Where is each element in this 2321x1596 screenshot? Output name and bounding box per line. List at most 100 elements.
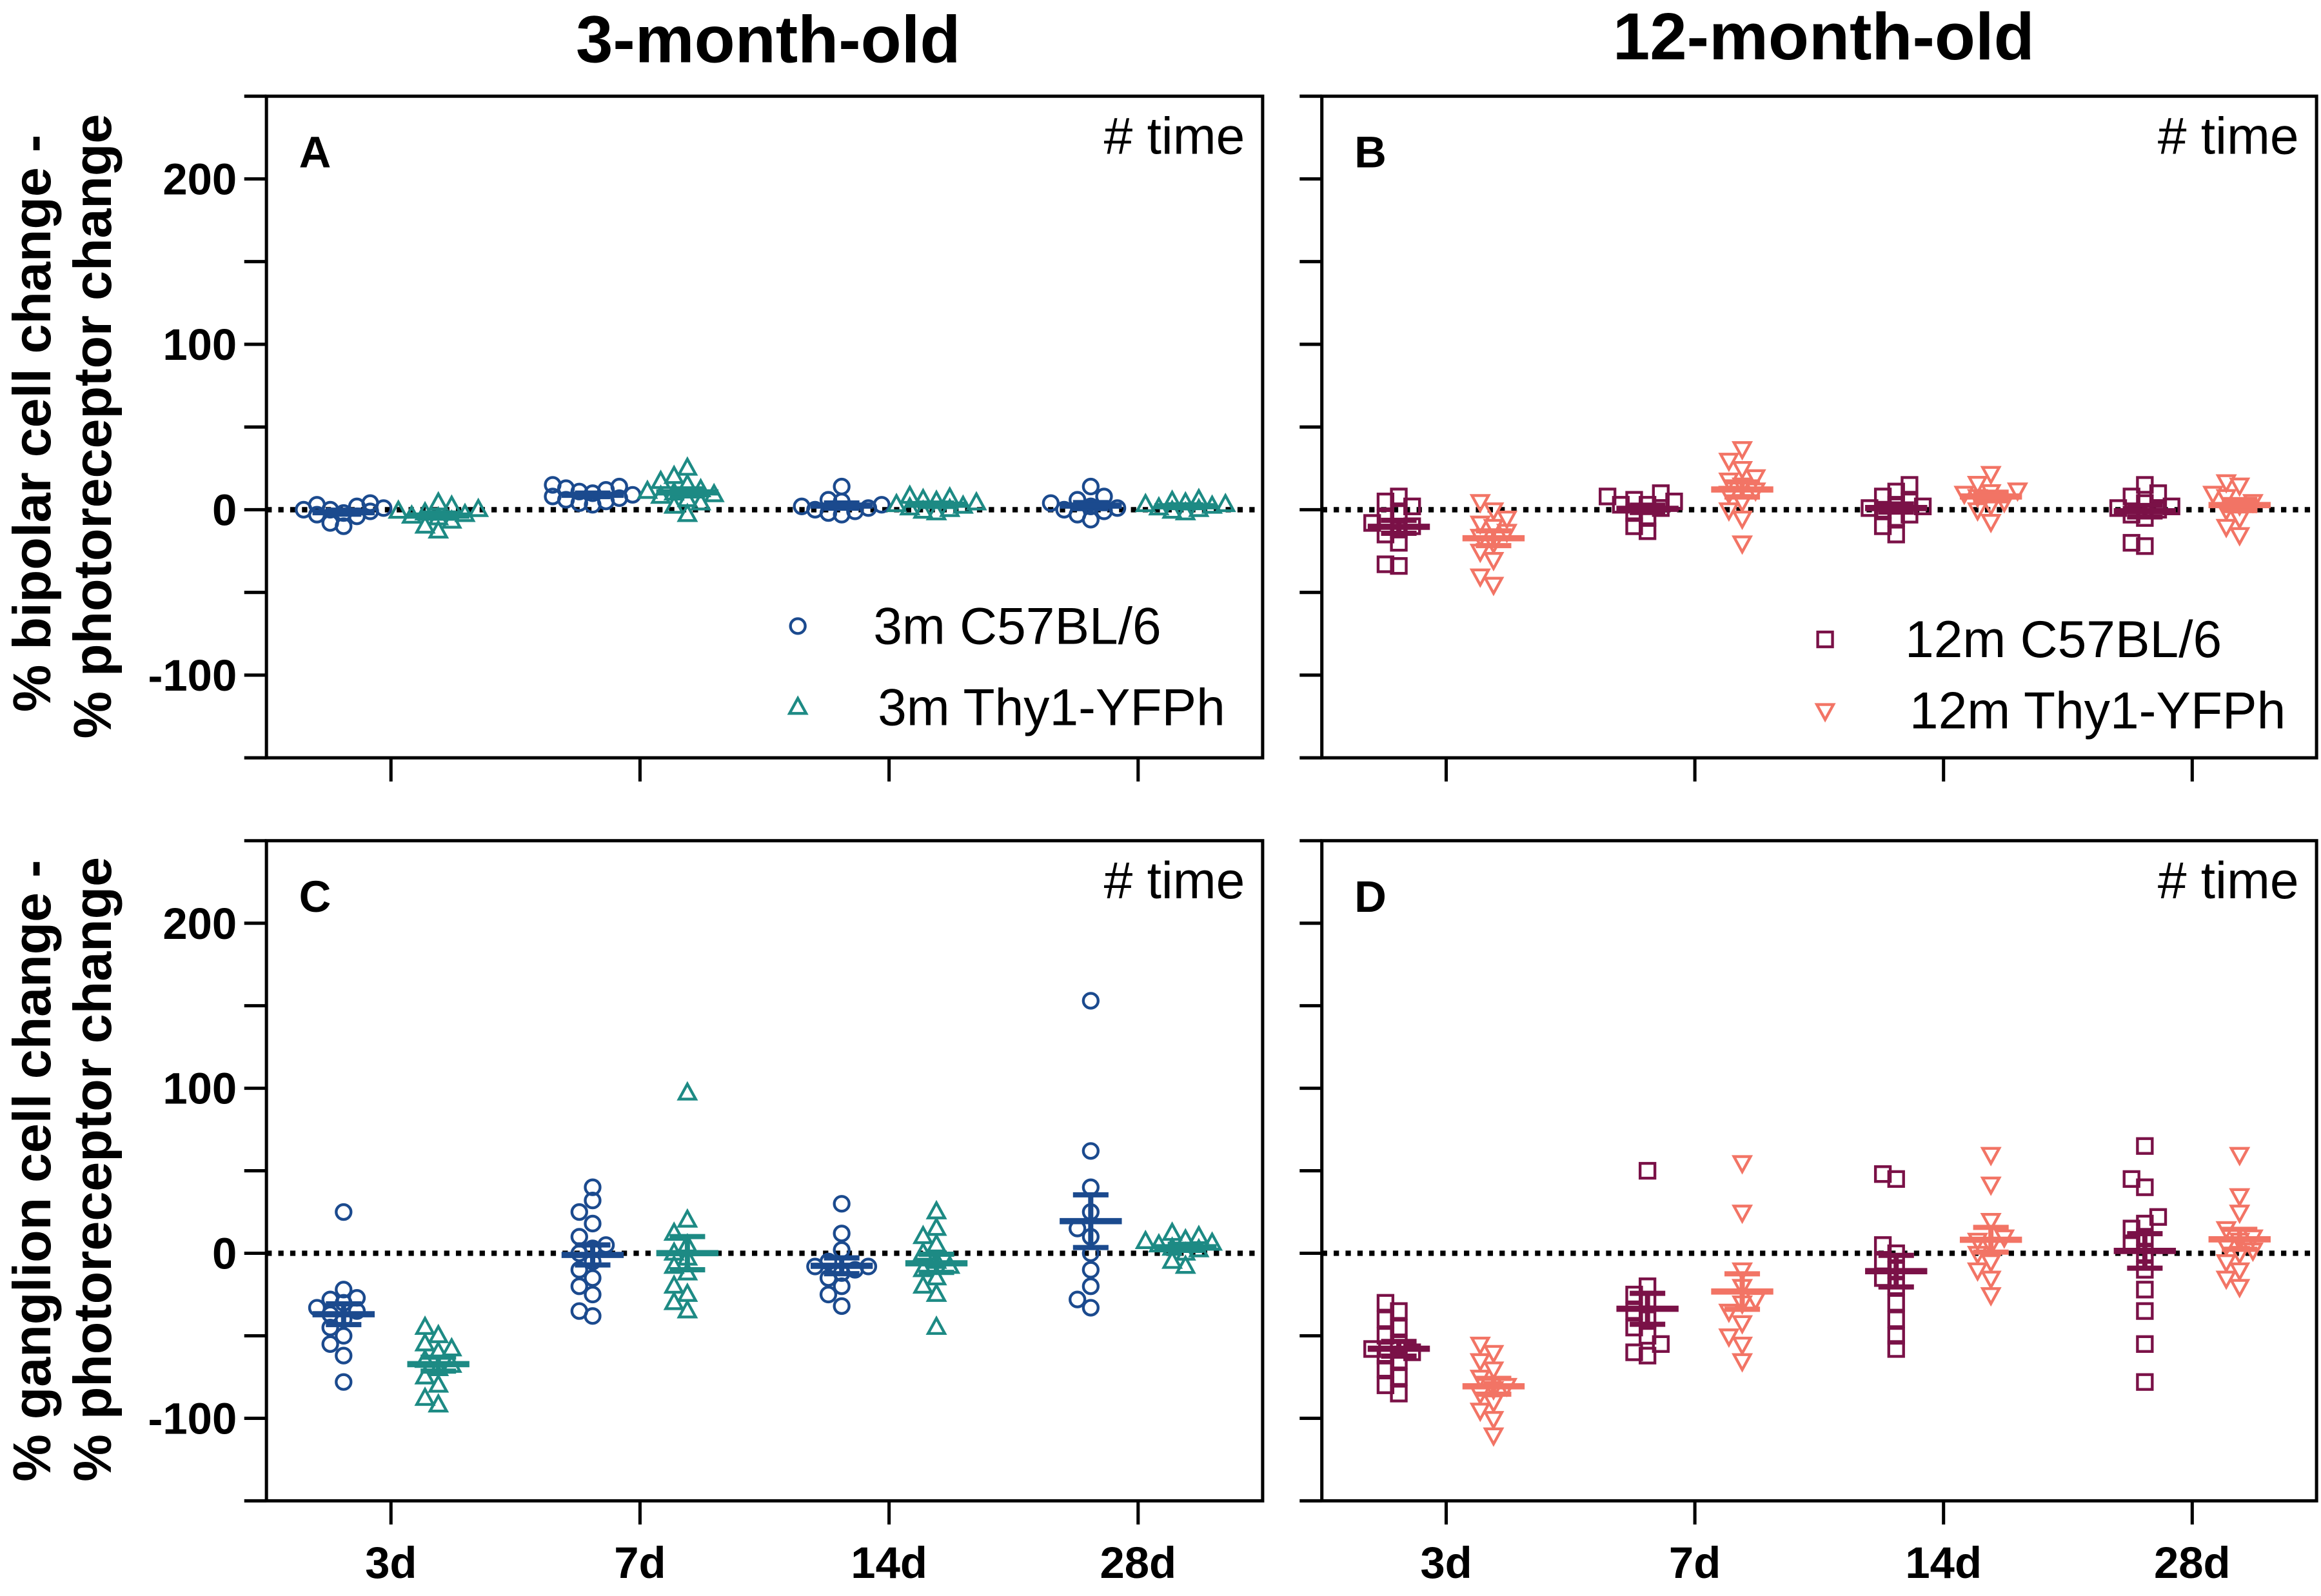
data-point-D-7d-group2-8 xyxy=(1625,1343,1643,1361)
data-point-C-3d-group0-0 xyxy=(335,1203,353,1221)
data-point-C-7d-group1-0 xyxy=(677,1081,698,1101)
data-point-C-14d-group0-1 xyxy=(833,1225,851,1243)
data-point-D-28d-group2-13 xyxy=(2136,1373,2154,1391)
mean-sem-B-3d-group2 xyxy=(1367,517,1430,536)
data-point-C-7d-group0-12 xyxy=(570,1302,588,1320)
data-point-D-7d-group3-1 xyxy=(1732,1205,1753,1225)
data-point-A-7d-group0-10 xyxy=(544,476,562,494)
column-title-3-month-old: 3-month-old xyxy=(576,2,961,76)
data-point-B-7d-group2-1 xyxy=(1599,488,1617,506)
panel-B: B # time 12m C57BL/6 12m Thy1-YFPh xyxy=(1299,94,2318,782)
mean-sem-C-7d-group1 xyxy=(656,1234,719,1273)
data-point-C-3d-group0-1 xyxy=(335,1281,353,1299)
legend-B: 12m C57BL/6 12m Thy1-YFPh xyxy=(1814,611,2286,740)
data-point-D-7d-group3-5 xyxy=(1718,1303,1740,1323)
data-point-C-3d-group0-11 xyxy=(335,1373,353,1391)
mean-sem-B-28d-group2 xyxy=(2113,502,2177,520)
data-point-A-7d-group1-12 xyxy=(650,469,672,489)
x-tick-label: 3d xyxy=(365,1538,417,1588)
data-point-D-28d-group2-10 xyxy=(2136,1281,2154,1299)
row2-y-axis-label-line2: % photoreceptor change xyxy=(63,857,123,1482)
y-tick-label: -100 xyxy=(148,651,237,700)
data-point-C-28d-group1-4 xyxy=(1148,1232,1170,1253)
data-point-D-28d-group2-12 xyxy=(2136,1335,2154,1353)
data-point-A-3d-group1-7 xyxy=(428,519,449,539)
mean-sem-D-7d-group2 xyxy=(1616,1290,1679,1327)
data-point-B-3d-group3-11 xyxy=(1469,515,1491,535)
data-point-D-28d-group2-11 xyxy=(2136,1302,2154,1320)
mean-sem-C-14d-group0 xyxy=(810,1255,873,1277)
data-point-B-7d-group3-10 xyxy=(1732,535,1753,555)
data-point-A-28d-group0-0 xyxy=(1081,477,1100,496)
data-point-B-3d-group2-10 xyxy=(1376,555,1395,573)
y-tick-label: 200 xyxy=(163,899,237,949)
data-point-B-14d-group3-2 xyxy=(2006,482,2029,502)
data-point-B-3d-group3-1 xyxy=(1483,502,1505,522)
data-point-C-28d-group0-8 xyxy=(1069,1290,1087,1308)
mean-sem-D-14d-group2 xyxy=(1865,1252,1928,1290)
data-point-B-7d-group3-1 xyxy=(1718,453,1740,473)
data-point-D-14d-group3-0 xyxy=(1980,1147,2002,1167)
mean-sem-C-28d-group1 xyxy=(1154,1241,1217,1253)
mean-sem-C-14d-group1 xyxy=(905,1252,968,1276)
time-effect-annotation: # time xyxy=(2158,852,2299,910)
mean-sem-A-3d-group0 xyxy=(312,507,375,517)
panel-letter: D xyxy=(1354,872,1387,921)
time-effect-annotation: # time xyxy=(1104,108,1245,166)
data-point-A-14d-group1-7 xyxy=(965,491,987,511)
data-point-C-14d-group1-10 xyxy=(925,1315,947,1335)
data-point-C-14d-group1-1 xyxy=(925,1216,947,1236)
data-point-C-3d-group0-10 xyxy=(335,1346,353,1364)
data-point-D-14d-group3-2 xyxy=(1980,1212,2002,1233)
data-point-C-28d-group1-10 xyxy=(1134,1229,1156,1249)
data-point-B-28d-group3-2 xyxy=(2202,486,2224,506)
mean-sem-B-28d-group3 xyxy=(2208,497,2271,513)
x-tick-label: 14d xyxy=(851,1538,927,1588)
data-point-C-7d-group1-2 xyxy=(663,1221,685,1241)
mean-sem-A-14d-group0 xyxy=(810,500,873,511)
data-point-B-28d-group2-8 xyxy=(2122,534,2140,552)
x-tick-label: 14d xyxy=(1905,1538,1982,1588)
x-tick-label: 28d xyxy=(1100,1538,1176,1588)
data-point-C-7d-group0-3 xyxy=(584,1214,602,1233)
data-point-B-14d-group3-0 xyxy=(1980,466,2002,486)
data-point-C-7d-group1-1 xyxy=(677,1208,698,1228)
data-point-A-28d-group1-1 xyxy=(1134,492,1156,513)
data-point-D-14d-group2-9 xyxy=(1887,1310,1905,1328)
legend-label: 12m C57BL/6 xyxy=(1905,611,2222,669)
data-point-B-7d-group3-0 xyxy=(1732,441,1753,461)
data-point-B-28d-group2-9 xyxy=(2136,537,2154,555)
data-point-B-3d-group3-0 xyxy=(1469,494,1491,514)
data-point-D-14d-group2-0 xyxy=(1873,1165,1892,1183)
x-tick-label: 7d xyxy=(1669,1538,1721,1588)
y-tick-label: 0 xyxy=(212,486,237,535)
data-point-A-3d-group1-0 xyxy=(428,491,449,511)
data-point-C-28d-group1-9 xyxy=(1174,1254,1196,1274)
mean-sem-A-14d-group1 xyxy=(905,500,968,509)
y-tick-label: 0 xyxy=(212,1229,237,1279)
data-point-A-7d-group1-0 xyxy=(677,456,698,476)
data-point-C-28d-group0-9 xyxy=(1081,1299,1100,1317)
data-point-A-7d-group0-2 xyxy=(544,488,562,506)
data-point-C-3d-group0-9 xyxy=(321,1335,339,1353)
mean-sem-D-3d-group3 xyxy=(1462,1375,1525,1397)
mean-sem-A-7d-group0 xyxy=(561,490,624,500)
mean-sem-D-7d-group3 xyxy=(1711,1271,1773,1312)
data-point-C-14d-group0-0 xyxy=(833,1195,851,1213)
mean-sem-A-28d-group1 xyxy=(1154,502,1217,511)
data-point-C-3d-group0-8 xyxy=(335,1326,353,1345)
data-point-B-7d-group3-2 xyxy=(1732,460,1753,481)
mean-sem-A-28d-group0 xyxy=(1060,500,1122,511)
data-point-D-14d-group2-1 xyxy=(1887,1170,1905,1188)
mean-sem-D-14d-group3 xyxy=(1959,1225,2022,1255)
data-point-A-14d-group0-0 xyxy=(833,477,851,496)
legend-marker-triangle-up xyxy=(787,695,809,715)
row2-y-axis-label-line1: % ganglion cell change - xyxy=(2,860,62,1482)
data-point-B-3d-group3-2 xyxy=(1496,510,1518,531)
data-point-A-28d-group0-3 xyxy=(1055,500,1073,519)
data-point-D-7d-group2-9 xyxy=(1638,1346,1657,1364)
mean-sem-C-28d-group0 xyxy=(1060,1192,1122,1250)
data-point-D-7d-group3-7 xyxy=(1718,1328,1740,1348)
legend-label: 12m Thy1-YFPh xyxy=(1910,682,2286,740)
data-point-D-3d-group3-0 xyxy=(1469,1336,1491,1357)
